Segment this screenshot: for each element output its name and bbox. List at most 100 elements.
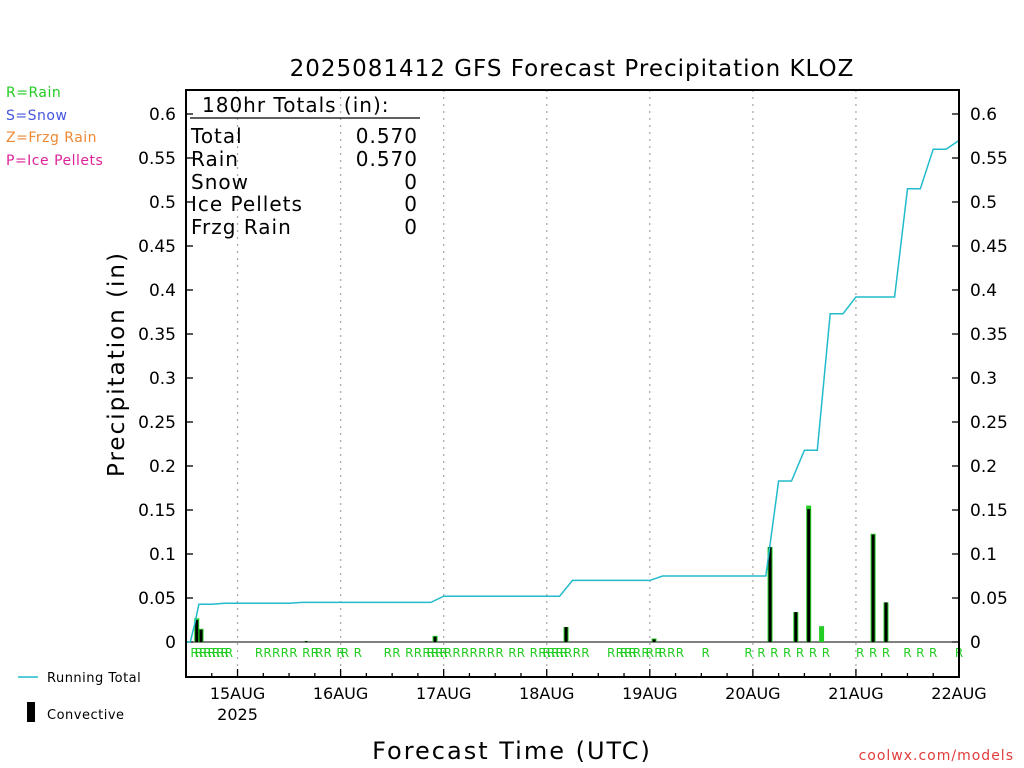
precip-type-marker-37: R bbox=[508, 646, 516, 660]
precip-type-marker-24: R bbox=[414, 646, 422, 660]
precip-type-marker-52: R bbox=[624, 646, 632, 660]
precip-type-marker-46: R bbox=[564, 646, 572, 660]
precip-type-marker-64: R bbox=[770, 646, 778, 660]
plot-frame bbox=[185, 89, 960, 678]
precip-type-marker-56: R bbox=[646, 646, 654, 660]
totals-label-snow: Snow bbox=[191, 170, 249, 194]
precip-type-marker-51: R bbox=[620, 646, 628, 660]
precip-type-marker-9: R bbox=[255, 646, 263, 660]
running-total-polyline bbox=[186, 139, 960, 643]
precip-type-marker-42: R bbox=[547, 646, 555, 660]
precip-type-legend: R=Rain S=Snow Z=Frzg Rain P=Ice Pellets bbox=[6, 82, 103, 172]
y-axis-left: 0 0.05 0.1 0.15 0.2 0.25 0.3 0.35 0.4 0.45 0.5 0.55… bbox=[138, 105, 193, 653]
precip-type-marker-17: R bbox=[324, 646, 332, 660]
precip-type-marker-44: R bbox=[555, 646, 563, 660]
precip-type-marker-7: R bbox=[220, 646, 228, 660]
precip-type-marker-26: R bbox=[427, 646, 435, 660]
convective-bar-3 bbox=[433, 636, 437, 642]
legend-frzg-rain: Z=Frzg Rain bbox=[6, 130, 98, 146]
convective-bar-0 bbox=[195, 620, 199, 642]
running-total-legend-label: Running Total bbox=[47, 671, 141, 686]
precip-type-marker-38: R bbox=[517, 646, 525, 660]
x-tick-label-6: 21AUG bbox=[828, 684, 883, 703]
y-axis-label: Precipitation (in) bbox=[104, 251, 130, 477]
legend-ice-pellets: P=Ice Pellets bbox=[6, 152, 104, 169]
convective-bar-1 bbox=[199, 629, 203, 642]
y-tick-label-left-12: 0.6 bbox=[149, 105, 176, 125]
y-tick-label-left-11: 0.55 bbox=[138, 149, 176, 169]
precip-type-marker-15: R bbox=[311, 646, 319, 660]
precip-type-marker-23: R bbox=[405, 646, 413, 660]
precip-type-marker-20: R bbox=[354, 646, 362, 660]
series-legend: Running Total Convective bbox=[18, 671, 141, 723]
x-tick-label-5: 20AUG bbox=[725, 684, 780, 703]
precip-type-marker-25: R bbox=[422, 646, 430, 660]
running-total-line bbox=[186, 139, 960, 643]
precip-type-marker-1: R bbox=[195, 646, 203, 660]
x-tick-label-0: 15AUG bbox=[210, 684, 265, 703]
totals-label-ice-pellets: Ice Pellets bbox=[191, 192, 303, 216]
y-tick-label-right-3: 0.15 bbox=[970, 501, 1008, 521]
convective-bar-2 bbox=[304, 641, 308, 642]
y-tick-label-left-2: 0.1 bbox=[149, 545, 176, 565]
precip-type-marker-43: R bbox=[551, 646, 559, 660]
y-tick-label-right-2: 0.1 bbox=[970, 545, 997, 565]
x-tick-label-4: 19AUG bbox=[622, 684, 677, 703]
y-tick-label-right-9: 0.45 bbox=[970, 237, 1008, 257]
totals-label-frzg-rain: Frzg Rain bbox=[191, 215, 292, 239]
y-tick-label-left-7: 0.35 bbox=[138, 325, 176, 345]
precip-type-marker-55: R bbox=[641, 646, 649, 660]
totals-value-rain: 0.570 bbox=[356, 147, 418, 171]
totals-header: 180hr Totals (in): bbox=[202, 93, 390, 117]
convective-bar-5 bbox=[652, 639, 656, 642]
totals-box: 180hr Totals (in): Total 0.570 Rain 0.57… bbox=[190, 93, 420, 239]
precip-type-marker-73: R bbox=[916, 646, 924, 660]
precip-type-marker-27: R bbox=[431, 646, 439, 660]
convective-bar-10 bbox=[884, 602, 888, 642]
convective-bar-6 bbox=[768, 546, 772, 642]
y-tick-label-left-0: 0 bbox=[165, 633, 176, 653]
convective-bar-4 bbox=[564, 627, 568, 642]
y-tick-label-right-10: 0.5 bbox=[970, 193, 997, 213]
precip-type-marker-12: R bbox=[281, 646, 289, 660]
precip-type-marker-39: R bbox=[530, 646, 538, 660]
bars bbox=[186, 505, 959, 643]
precip-type-marker-35: R bbox=[487, 646, 495, 660]
precip-type-marker-21: R bbox=[384, 646, 392, 660]
y-tick-label-left-4: 0.2 bbox=[149, 457, 176, 477]
precip-type-marker-8: R bbox=[225, 646, 233, 660]
precip-type-marker-45: R bbox=[560, 646, 568, 660]
y-tick-label-left-8: 0.4 bbox=[149, 281, 176, 301]
precip-type-marker-71: R bbox=[882, 646, 890, 660]
precip-type-marker-18: R bbox=[336, 646, 344, 660]
precip-type-marker-60: R bbox=[676, 646, 684, 660]
x-tick-label-1: 16AUG bbox=[313, 684, 368, 703]
totals-label-total: Total bbox=[190, 124, 243, 148]
totals-value-frzg-rain: 0 bbox=[404, 215, 418, 239]
precip-type-marker-74: R bbox=[929, 646, 937, 660]
y-tick-label-left-5: 0.25 bbox=[138, 413, 176, 433]
precip-type-marker-13: R bbox=[289, 646, 297, 660]
y-tick-label-left-3: 0.15 bbox=[138, 501, 176, 521]
precip-bar-9 bbox=[819, 626, 825, 642]
legend-rain: R=Rain bbox=[6, 85, 62, 101]
precip-type-marker-3: R bbox=[203, 646, 211, 660]
precip-type-marker-14: R bbox=[302, 646, 310, 660]
convective-bar-7 bbox=[794, 612, 798, 642]
precip-type-marker-29: R bbox=[439, 646, 447, 660]
precip-type-marker-57: R bbox=[654, 646, 662, 660]
y-tick-label-right-6: 0.3 bbox=[970, 369, 997, 389]
precip-type-marker-5: R bbox=[212, 646, 220, 660]
precip-type-marker-59: R bbox=[667, 646, 675, 660]
precip-type-marker-11: R bbox=[272, 646, 280, 660]
precip-type-marker-47: R bbox=[573, 646, 581, 660]
y-tick-label-right-0: 0 bbox=[970, 633, 981, 653]
x-tick-label-2: 17AUG bbox=[416, 684, 471, 703]
totals-value-snow: 0 bbox=[404, 170, 418, 194]
totals-value-ice-pellets: 0 bbox=[404, 192, 418, 216]
precip-type-marker-19: R bbox=[341, 646, 349, 660]
convective-bar-8 bbox=[807, 509, 811, 642]
precip-type-marker-54: R bbox=[633, 646, 641, 660]
y-tick-label-right-8: 0.4 bbox=[970, 281, 997, 301]
